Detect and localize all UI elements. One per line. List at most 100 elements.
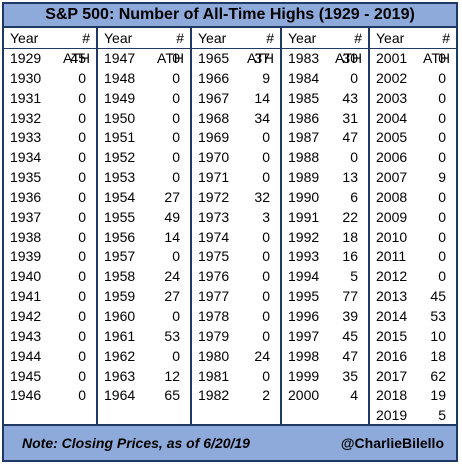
- table-row: 2000 4: [282, 386, 368, 406]
- ath-count-cell: 0: [78, 367, 86, 384]
- year-cell: 2001: [376, 50, 408, 66]
- table-row: 1961 53: [98, 327, 190, 347]
- table-row: 1965 37: [192, 49, 280, 69]
- table-row: 2006 0: [370, 148, 456, 168]
- table-row: 1952 0: [98, 148, 190, 168]
- year-cell: 1991: [288, 208, 320, 225]
- table-row: 1959 27: [98, 287, 190, 307]
- table-row: 1935 0: [4, 168, 96, 188]
- ath-count-cell: 16: [342, 248, 358, 265]
- year-cell: 1959: [104, 288, 136, 305]
- year-header: Year: [10, 30, 39, 46]
- ath-count-cell: 0: [78, 149, 86, 166]
- table-row: 1983 30: [282, 49, 368, 69]
- table-row: 2003 0: [370, 89, 456, 109]
- year-cell: 1943: [10, 327, 42, 344]
- year-cell: 2010: [376, 228, 408, 245]
- table-row: 1938 0: [4, 228, 96, 248]
- footer-handle: @CharlieBilello: [340, 435, 444, 451]
- ath-count-cell: 53: [430, 307, 446, 324]
- year-cell: 1953: [104, 169, 136, 186]
- table-row: 1934 0: [4, 148, 96, 168]
- year-cell: 1938: [10, 228, 42, 245]
- table-row: 2015 10: [370, 327, 456, 347]
- year-cell: 1963: [104, 367, 136, 384]
- ath-count-cell: 47: [342, 347, 358, 364]
- ath-count-cell: 0: [262, 327, 270, 344]
- table-row: 1976 0: [192, 267, 280, 287]
- table-row: 1942 0: [4, 307, 96, 327]
- ath-count-cell: 0: [172, 89, 180, 106]
- ath-count-cell: 19: [430, 387, 446, 404]
- table-row: 1998 47: [282, 347, 368, 367]
- table-row: 1997 45: [282, 327, 368, 347]
- year-cell: 1958: [104, 268, 136, 285]
- table-row: 1971 0: [192, 168, 280, 188]
- ath-count-cell: 0: [78, 327, 86, 344]
- year-cell: 2004: [376, 109, 408, 126]
- year-cell: 1942: [10, 307, 42, 324]
- year-cell: 2009: [376, 208, 408, 225]
- year-cell: 1989: [288, 169, 320, 186]
- year-header: Year: [198, 30, 227, 46]
- table-row: 1943 0: [4, 327, 96, 347]
- table-row: 1930 0: [4, 69, 96, 89]
- ath-count-cell: 0: [262, 367, 270, 384]
- year-cell: 1983: [288, 50, 320, 66]
- ath-count-cell: 0: [438, 228, 446, 245]
- table-row: 1990 6: [282, 188, 368, 208]
- table-row: 1931 0: [4, 89, 96, 109]
- year-cell: 2006: [376, 149, 408, 166]
- year-cell: 1935: [10, 169, 42, 186]
- table-row: 2012 0: [370, 267, 456, 287]
- ath-count-cell: 65: [164, 387, 180, 404]
- ath-count-cell: 0: [262, 169, 270, 186]
- ath-count-cell: 13: [342, 169, 358, 186]
- ath-count-cell: 0: [172, 248, 180, 265]
- ath-header: # ATH: [335, 30, 362, 66]
- table-row: 1960 0: [98, 307, 190, 327]
- year-cell: 2000: [288, 387, 320, 404]
- year-cell: 1994: [288, 268, 320, 285]
- ath-count-cell: 14: [164, 228, 180, 245]
- table-row: 1980 24: [192, 347, 280, 367]
- ath-count-cell: 22: [342, 208, 358, 225]
- year-cell: 1992: [288, 228, 320, 245]
- year-cell: 2007: [376, 169, 408, 186]
- ath-count-cell: 0: [78, 288, 86, 305]
- table-column-2: Year # ATH 1947 0 1948 0 1949 0 1950 0 1951 0 1952 0 1…: [98, 28, 192, 424]
- table-row: 2016 18: [370, 347, 456, 367]
- ath-count-cell: 27: [164, 288, 180, 305]
- table-row: 1949 0: [98, 89, 190, 109]
- year-cell: 1985: [288, 89, 320, 106]
- table-row: 1991 22: [282, 208, 368, 228]
- table-row: 1951 0: [98, 128, 190, 148]
- table-row: 1975 0: [192, 247, 280, 267]
- table-row: 1982 2: [192, 386, 280, 406]
- ath-count-cell: 6: [350, 188, 358, 205]
- ath-count-cell: 2: [262, 387, 270, 404]
- year-cell: 1947: [104, 50, 136, 66]
- table-row: 1987 47: [282, 128, 368, 148]
- ath-header: # ATH: [63, 30, 90, 66]
- ath-count-cell: 0: [350, 69, 358, 86]
- ath-count-cell: 18: [342, 228, 358, 245]
- table-row: 1978 0: [192, 307, 280, 327]
- year-cell: 1972: [198, 188, 230, 205]
- ath-count-cell: 0: [172, 149, 180, 166]
- table-row: 2014 53: [370, 307, 456, 327]
- table-row: 1947 0: [98, 49, 190, 69]
- year-cell: 1944: [10, 347, 42, 364]
- ath-count-cell: 0: [438, 248, 446, 265]
- ath-count-cell: 24: [164, 268, 180, 285]
- year-cell: 1960: [104, 307, 136, 324]
- ath-count-cell: 77: [342, 288, 358, 305]
- ath-count-cell: 0: [172, 307, 180, 324]
- table-row: 2011 0: [370, 247, 456, 267]
- ath-count-cell: 45: [430, 288, 446, 305]
- table-row: 1948 0: [98, 69, 190, 89]
- table-row: 1995 77: [282, 287, 368, 307]
- ath-count-cell: 24: [254, 347, 270, 364]
- year-cell: 1948: [104, 69, 136, 86]
- ath-count-cell: 0: [262, 248, 270, 265]
